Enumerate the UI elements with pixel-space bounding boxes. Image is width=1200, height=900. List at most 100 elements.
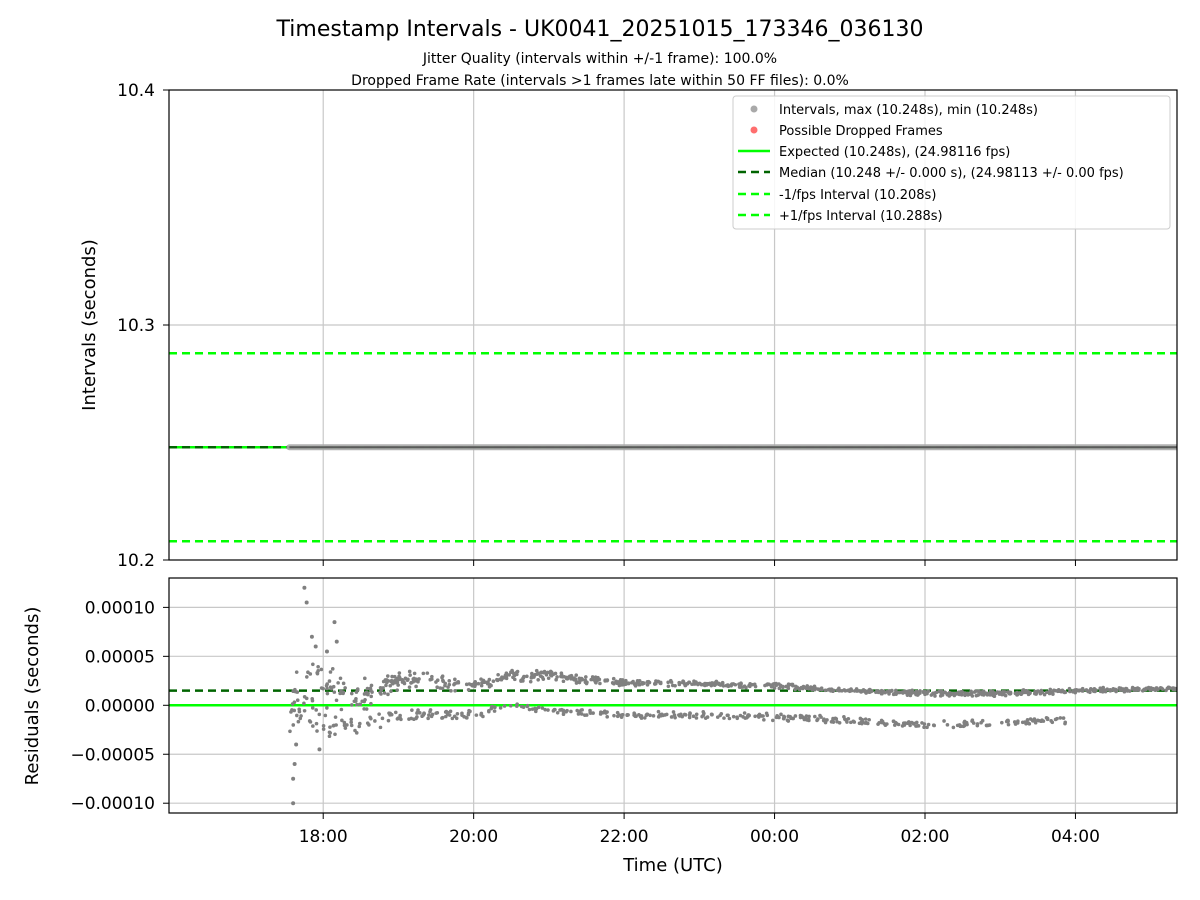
- legend-label-dropped: Possible Dropped Frames: [779, 124, 943, 139]
- residual-point: [1164, 688, 1168, 693]
- residual-point: [380, 716, 385, 721]
- residual-point: [527, 707, 532, 712]
- residual-point: [377, 712, 381, 716]
- residual-point: [398, 713, 402, 718]
- residuals-points: [288, 585, 1177, 806]
- residual-point: [334, 698, 339, 703]
- residual-point: [512, 677, 517, 682]
- residual-point: [1028, 717, 1033, 721]
- residual-point: [835, 719, 839, 724]
- residual-point: [498, 706, 503, 710]
- residual-point: [632, 711, 636, 715]
- residual-point: [460, 713, 464, 717]
- residual-point: [579, 712, 584, 716]
- residual-point: [525, 703, 530, 708]
- residual-point: [488, 683, 492, 687]
- residual-point: [466, 687, 471, 692]
- residual-point: [555, 675, 559, 679]
- residual-point: [289, 710, 293, 714]
- residual-point: [553, 671, 558, 676]
- residual-point: [409, 681, 413, 685]
- residual-point: [786, 683, 791, 688]
- residual-point: [588, 708, 592, 713]
- residual-outlier-point: [309, 634, 314, 639]
- residual-point: [412, 671, 417, 676]
- residual-point: [362, 707, 366, 711]
- residuals-xtick-label: 18:00: [299, 827, 348, 847]
- residual-point: [863, 717, 868, 721]
- residual-point: [585, 680, 589, 685]
- residual-point: [889, 689, 894, 693]
- residual-point: [388, 683, 393, 688]
- residual-point: [449, 689, 453, 693]
- residual-point: [666, 680, 670, 685]
- residual-point: [892, 723, 897, 727]
- legend-label-median: Median (10.248 +/- 0.000 s), (24.98113 +…: [779, 166, 1124, 181]
- residual-point: [1086, 689, 1091, 693]
- residual-point: [1020, 690, 1025, 695]
- residual-point: [577, 679, 582, 684]
- residual-point: [705, 715, 710, 719]
- intervals-x-ticks: [322, 560, 1076, 566]
- residual-point: [414, 716, 418, 721]
- residual-point: [692, 679, 696, 683]
- intervals-y-label: Intervals (seconds): [79, 239, 100, 411]
- residual-point: [311, 724, 315, 728]
- residual-point: [1049, 719, 1053, 723]
- residual-point: [798, 715, 803, 720]
- residual-point: [441, 679, 446, 684]
- residual-point: [425, 671, 430, 675]
- residual-outlier-point: [304, 600, 309, 605]
- residual-point: [328, 731, 332, 735]
- residual-outlier-point: [302, 585, 307, 590]
- residual-point: [951, 725, 956, 730]
- residual-point: [353, 728, 357, 733]
- residual-point: [421, 713, 426, 717]
- residual-point: [637, 682, 642, 687]
- residual-point: [511, 671, 516, 676]
- residual-point: [1017, 691, 1022, 695]
- residual-point: [908, 723, 912, 728]
- residual-point: [438, 686, 443, 690]
- residual-point: [1160, 687, 1165, 691]
- residual-point: [781, 716, 786, 721]
- residual-point: [731, 714, 736, 719]
- residual-point: [373, 719, 377, 723]
- residual-point: [611, 681, 616, 686]
- residual-point: [929, 693, 934, 697]
- chart-subtitle-dropped: Dropped Frame Rate (intervals >1 frames …: [351, 73, 849, 89]
- residual-point: [891, 692, 896, 697]
- residual-point: [443, 683, 447, 688]
- residual-point: [914, 692, 918, 697]
- residual-point: [338, 676, 343, 681]
- residual-point: [618, 677, 623, 682]
- residual-point: [353, 699, 358, 703]
- residual-point: [840, 688, 844, 693]
- residual-point: [976, 693, 981, 697]
- residual-point: [620, 713, 625, 717]
- residual-outlier-point: [291, 801, 296, 806]
- residual-point: [1120, 687, 1125, 691]
- residual-point: [370, 690, 374, 694]
- residual-outlier-point: [324, 649, 329, 654]
- residuals-y-ticks: −0.00010 −0.00005 0.00000 0.00005 0.00010: [70, 598, 169, 814]
- residual-point: [945, 723, 950, 727]
- residual-point: [421, 671, 426, 676]
- residual-point: [392, 674, 397, 679]
- residual-point: [1053, 717, 1058, 722]
- residual-point: [388, 713, 392, 717]
- residual-point: [399, 717, 403, 722]
- residual-point: [479, 683, 484, 688]
- residual-point: [966, 693, 970, 697]
- residual-point: [617, 713, 622, 717]
- residual-point: [694, 712, 699, 717]
- residual-point: [1058, 716, 1063, 720]
- residual-point: [1003, 693, 1008, 698]
- legend-marker-intervals: [750, 105, 758, 113]
- residual-point: [465, 716, 469, 720]
- residual-point: [590, 675, 595, 679]
- residual-point: [551, 709, 556, 713]
- residual-point: [619, 683, 624, 687]
- residual-point: [349, 720, 354, 725]
- residual-point: [648, 713, 652, 718]
